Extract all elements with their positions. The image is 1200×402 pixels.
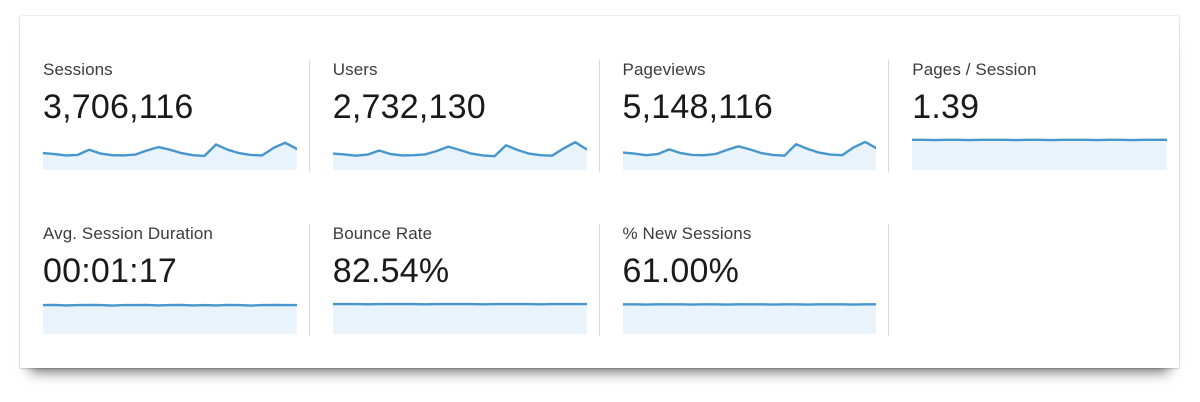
pageviews-sparkline-chart — [622, 140, 877, 170]
empty-cell — [889, 224, 1179, 336]
metric-value: 61.00% — [622, 252, 740, 290]
metric-label: Avg. Session Duration — [43, 224, 213, 243]
users-sparkline-chart — [332, 141, 587, 170]
metrics-row-1: Sessions 3,706,116 Users 2,732,130 Pagev… — [20, 60, 1179, 172]
metric-users: Users 2,732,130 — [310, 60, 600, 172]
metric-label: Pageviews — [622, 60, 706, 79]
metric-value: 82.54% — [332, 252, 450, 290]
metric-label: Pages / Session — [912, 60, 1037, 79]
avg-session-duration-sparkline-chart — [43, 303, 297, 334]
metric-value: 2,732,130 — [332, 88, 486, 126]
metrics-panel: Sessions 3,706,116 Users 2,732,130 Pagev… — [20, 16, 1179, 368]
metric-bounce-rate: Bounce Rate 82.54% — [310, 224, 600, 336]
metric-pageviews: Pageviews 5,148,116 — [600, 60, 890, 172]
metric-pages-per-session: Pages / Session 1.39 — [889, 60, 1179, 172]
metric-label: Bounce Rate — [332, 224, 433, 243]
metrics-grid: Sessions 3,706,116 Users 2,732,130 Pagev… — [20, 16, 1179, 336]
metric-value: 5,148,116 — [622, 88, 774, 126]
metrics-row-2: Avg. Session Duration 00:01:17 Bounce Ra… — [20, 224, 1179, 336]
metric-label: Sessions — [43, 60, 113, 79]
percent-new-sessions-sparkline-chart — [622, 303, 877, 334]
pages-per-session-sparkline-chart — [912, 138, 1167, 170]
metric-label: % New Sessions — [622, 224, 752, 243]
metric-value: 00:01:17 — [43, 252, 177, 290]
metric-avg-session-duration: Avg. Session Duration 00:01:17 — [20, 224, 310, 336]
metric-value: 3,706,116 — [43, 88, 194, 126]
sessions-sparkline-chart — [43, 141, 297, 170]
metric-percent-new-sessions: % New Sessions 61.00% — [600, 224, 890, 336]
bounce-rate-sparkline-chart — [332, 302, 587, 334]
metric-value: 1.39 — [912, 88, 980, 126]
metric-label: Users — [332, 60, 378, 79]
metric-sessions: Sessions 3,706,116 — [20, 60, 310, 172]
